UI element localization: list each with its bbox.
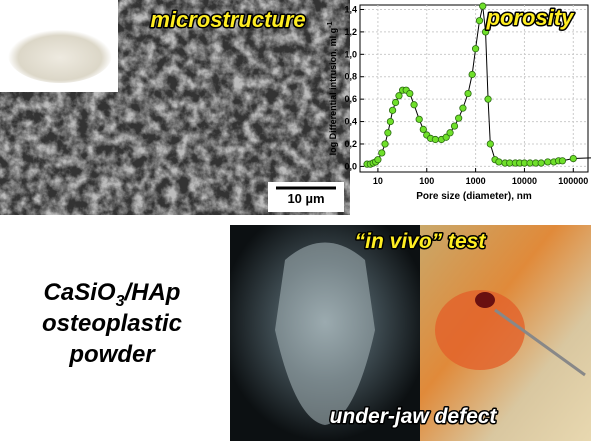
data-point: [384, 129, 392, 137]
data-point: [446, 129, 454, 137]
x-axis-label: Pore size (diameter), nm: [416, 191, 532, 202]
data-point: [481, 28, 490, 36]
formula-part: /HAp: [123, 279, 180, 306]
data-point: [544, 158, 552, 166]
data-point: [484, 95, 492, 103]
data-point: [471, 45, 480, 53]
text-line: powder: [68, 341, 156, 368]
data-point: [389, 106, 397, 114]
formula-subscript: 3: [116, 293, 125, 310]
formula-part: CaSiO: [44, 279, 116, 306]
y-tick-label: 0,2: [344, 139, 357, 149]
x-tick-label: 100000: [558, 176, 588, 186]
y-axis-label-text: log Differential intrusion, ml g: [328, 28, 338, 156]
x-tick-label: 10000: [512, 176, 537, 186]
data-point: [410, 101, 418, 109]
y-tick-label: 1,0: [344, 49, 357, 59]
x-tick-label: 10: [373, 176, 383, 186]
mri-skull: [275, 242, 375, 425]
porosity-chart: 0,0 0,2 0,4 0,6 0,8 1,0 1,2 1,4 10 100 1000 10000 10…: [327, 2, 591, 202]
data-point: [537, 159, 545, 167]
data-point: [459, 104, 467, 112]
microstructure-label: microstructure: [150, 7, 305, 32]
y-axis-label: log Differential intrusion, ml g-1: [327, 22, 338, 156]
data-point: [569, 154, 577, 163]
y-tick-label: 0,8: [344, 72, 357, 82]
y-tick-label: 0,0: [344, 161, 357, 171]
data-point: [464, 89, 472, 98]
in-vivo-label: “in vivo” test: [355, 230, 487, 253]
y-tick-label: 1,2: [344, 27, 357, 37]
data-point: [431, 135, 439, 144]
data-point: [381, 140, 389, 148]
instrument: [494, 308, 586, 377]
data-point: [455, 114, 463, 122]
data-point: [406, 89, 414, 98]
data-point: [378, 149, 386, 157]
data-point: [391, 98, 400, 107]
powder-pile: [8, 27, 112, 83]
y-axis-label-sup: -1: [327, 22, 334, 28]
data-point: [419, 125, 427, 134]
plot-area: [359, 4, 589, 173]
data-point: [475, 17, 484, 25]
data-point: [386, 117, 394, 126]
text-line: osteoplastic: [42, 310, 182, 337]
x-tick-label: 100: [419, 176, 434, 186]
defect-spot: [475, 292, 495, 308]
y-tick-label: 0,6: [344, 94, 357, 104]
formula: CaSiO3/HAp: [44, 279, 181, 310]
data-point: [415, 115, 423, 123]
data-point: [374, 156, 382, 164]
y-tick-label: 1,4: [344, 4, 357, 14]
data-point: [486, 140, 494, 148]
defect-label: under-jaw defect: [330, 405, 498, 428]
data-point: [558, 157, 567, 165]
data-point: [495, 158, 503, 166]
y-tick-label: 0,4: [344, 117, 357, 127]
porosity-label: porosity: [486, 5, 576, 30]
scale-bar-label: 10 µm: [287, 191, 324, 206]
data-point: [395, 92, 403, 100]
defect-area: [435, 290, 525, 370]
data-point: [468, 70, 476, 79]
x-tick-label: 1000: [466, 176, 486, 186]
data-point: [442, 133, 450, 141]
data-point: [450, 122, 459, 130]
data-point: [479, 2, 487, 10]
